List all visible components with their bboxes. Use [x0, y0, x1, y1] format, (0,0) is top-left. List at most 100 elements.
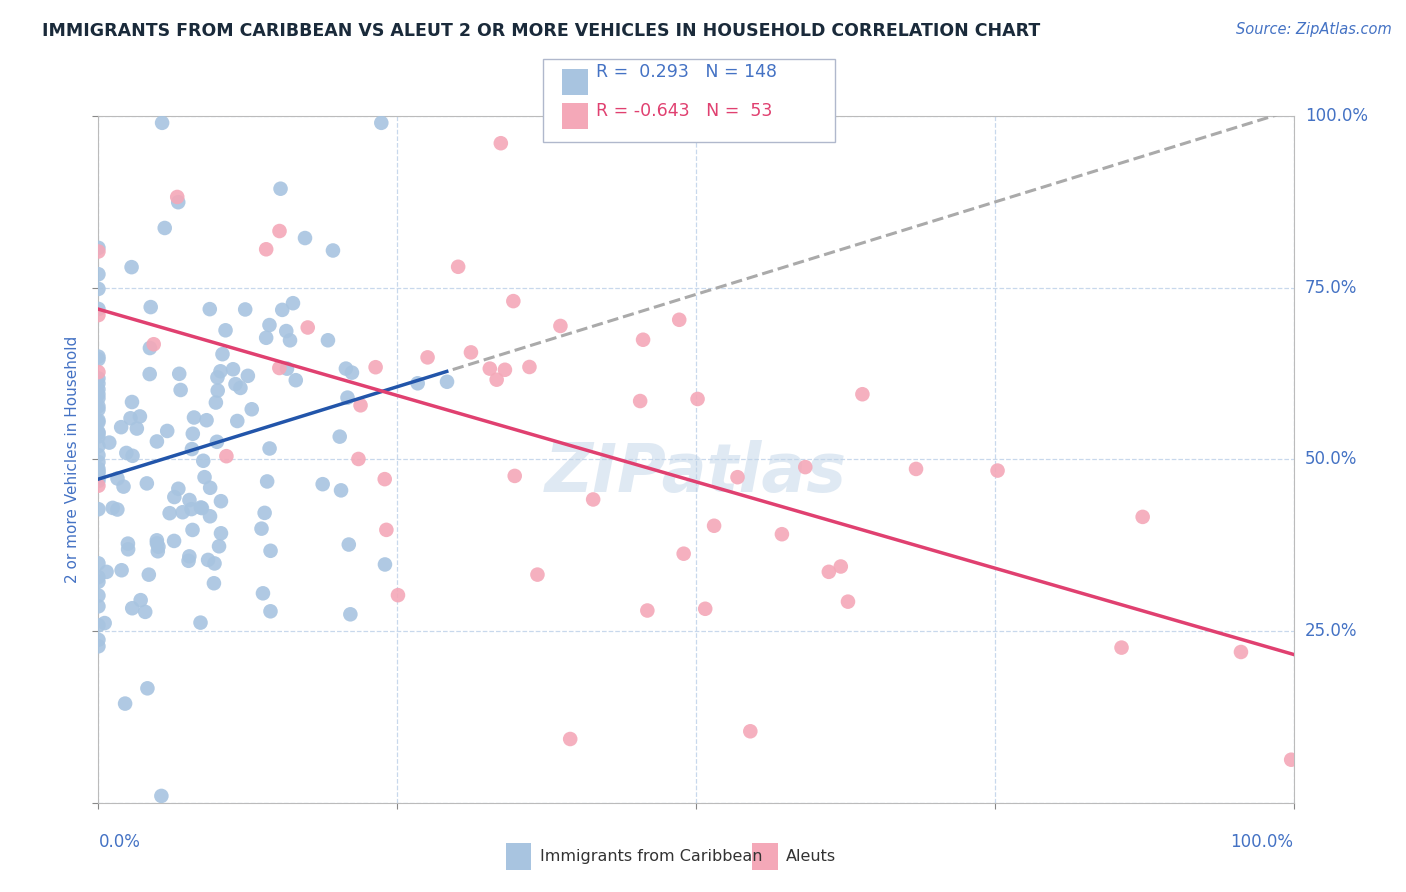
Point: [240, 402, 263, 417]
Point: [270, 182, 292, 196]
Point: [190, 615, 212, 630]
Point: [416, 351, 439, 365]
Point: [489, 136, 512, 151]
Point: [121, 449, 143, 463]
Point: [347, 452, 370, 467]
Point: [134, 605, 156, 619]
Point: [695, 601, 717, 615]
Point: [167, 195, 190, 210]
Point: [198, 302, 221, 317]
Point: [87, 455, 110, 469]
Point: [87, 574, 110, 589]
Point: [211, 347, 233, 361]
Point: [259, 604, 281, 618]
Point: [582, 492, 605, 507]
Point: [156, 424, 179, 438]
Point: [631, 333, 654, 347]
Point: [191, 501, 214, 516]
Point: [87, 308, 110, 322]
Point: [316, 333, 339, 347]
Point: [181, 442, 204, 456]
Text: IMMIGRANTS FROM CARIBBEAN VS ALEUT 2 OR MORE VEHICLES IN HOUSEHOLD CORRELATION C: IMMIGRANTS FROM CARIBBEAN VS ALEUT 2 OR …: [42, 22, 1040, 40]
Point: [337, 537, 360, 551]
Point: [269, 224, 291, 238]
Point: [672, 547, 695, 561]
Point: [87, 402, 110, 417]
Point: [986, 464, 1008, 478]
Point: [179, 493, 201, 508]
Point: [87, 399, 110, 413]
Point: [181, 426, 204, 441]
Point: [226, 414, 249, 428]
Point: [851, 387, 873, 401]
Point: [374, 558, 396, 572]
Point: [560, 731, 582, 746]
Point: [105, 502, 128, 516]
Point: [87, 570, 110, 584]
Point: [526, 567, 548, 582]
Point: [818, 565, 841, 579]
Point: [205, 434, 228, 449]
Point: [830, 559, 852, 574]
Point: [336, 391, 359, 405]
Point: [339, 607, 361, 622]
Point: [146, 536, 169, 550]
Point: [460, 345, 482, 359]
Point: [87, 365, 110, 379]
Point: [87, 352, 110, 367]
Point: [207, 384, 229, 398]
Point: [142, 337, 165, 351]
Point: [503, 469, 526, 483]
Point: [628, 394, 651, 409]
Point: [259, 442, 281, 456]
Point: [294, 231, 316, 245]
Point: [169, 383, 191, 397]
Point: [87, 387, 110, 401]
Point: [190, 500, 212, 515]
Point: [138, 567, 160, 582]
Point: [276, 324, 298, 338]
Point: [172, 505, 194, 519]
Point: [87, 467, 110, 481]
Point: [193, 470, 215, 484]
Text: 100.0%: 100.0%: [1230, 833, 1294, 851]
Point: [485, 373, 508, 387]
Point: [87, 241, 110, 255]
Point: [447, 260, 470, 274]
Text: Immigrants from Caribbean: Immigrants from Caribbean: [540, 849, 762, 863]
Point: [329, 429, 352, 443]
Point: [387, 588, 409, 602]
Point: [125, 421, 148, 435]
Point: [87, 301, 110, 316]
Point: [259, 543, 281, 558]
Point: [87, 350, 110, 364]
Point: [107, 471, 129, 485]
Point: [209, 494, 232, 508]
Point: [87, 244, 110, 259]
Point: [202, 576, 225, 591]
Text: 75.0%: 75.0%: [1305, 278, 1357, 297]
Point: [87, 471, 110, 485]
Point: [269, 361, 291, 376]
Point: [121, 395, 143, 409]
Point: [148, 540, 170, 554]
Point: [250, 522, 273, 536]
Text: 0.0%: 0.0%: [98, 833, 141, 851]
Point: [136, 681, 159, 696]
Point: [139, 300, 162, 314]
Point: [436, 375, 458, 389]
Point: [208, 539, 231, 553]
Point: [87, 599, 110, 614]
Point: [98, 435, 121, 450]
Point: [494, 363, 516, 377]
Point: [374, 472, 396, 486]
Point: [146, 544, 169, 558]
Point: [297, 320, 319, 334]
Point: [209, 364, 232, 378]
Text: R = -0.643   N =  53: R = -0.643 N = 53: [596, 103, 772, 120]
Point: [129, 409, 152, 424]
Point: [146, 533, 169, 548]
Point: [198, 509, 221, 524]
Text: ZIPatlas: ZIPatlas: [546, 440, 846, 506]
Point: [115, 446, 138, 460]
